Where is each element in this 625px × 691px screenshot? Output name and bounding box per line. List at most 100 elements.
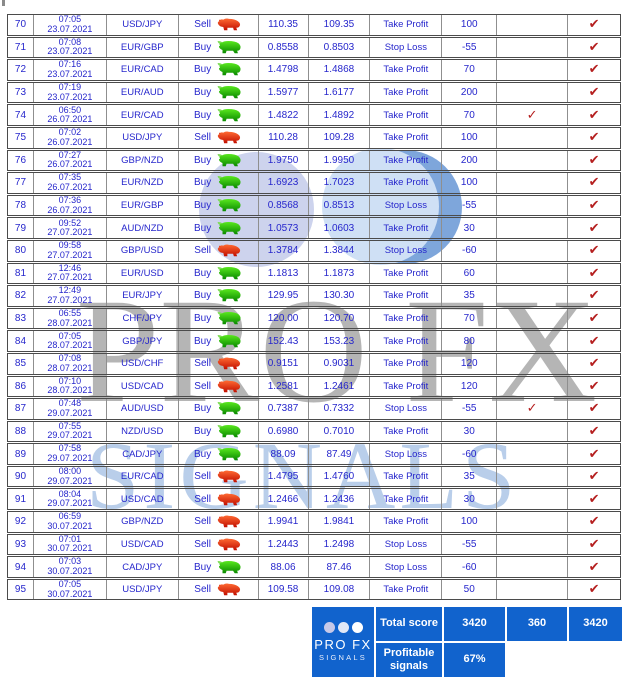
direction-label: Buy	[194, 290, 212, 302]
result-checkmark: ✔	[588, 220, 600, 236]
signal-number: 93	[8, 534, 34, 555]
close-price: 1.2436	[309, 489, 371, 510]
signal-direction: Sell	[179, 512, 259, 532]
signal-time: 12:46	[58, 263, 82, 273]
points-value: -60	[442, 240, 498, 261]
bear-icon	[217, 18, 241, 31]
signal-date: 30.07.2021	[47, 543, 93, 554]
currency-pair: CAD/JPY	[107, 557, 179, 577]
secondary-checkmark	[497, 353, 569, 374]
secondary-checkmark	[497, 37, 569, 58]
signal-outcome: Stop Loss	[370, 37, 443, 58]
signal-datetime: 07:10 28.07.2021	[34, 376, 107, 397]
signal-number: 83	[8, 308, 34, 329]
result-checkmark: ✔	[588, 469, 600, 485]
secondary-checkmark	[497, 150, 569, 171]
currency-pair: AUD/NZD	[107, 218, 179, 238]
table-row: 70 07:05 23.07.2021 USD/JPY Sell 110.35 …	[7, 14, 621, 36]
signal-datetime: 07:03 30.07.2021	[34, 557, 107, 577]
currency-pair: EUR/JPY	[107, 286, 179, 306]
signal-time: 07:05	[58, 15, 82, 25]
direction-label: Sell	[194, 132, 211, 144]
open-price: 1.4798	[259, 60, 309, 80]
secondary-checkmark	[497, 421, 569, 442]
result-checkmark: ✔	[588, 85, 600, 101]
result-checkmark: ✔	[588, 17, 600, 33]
profitable-signals-label: Profitable signals	[376, 643, 442, 677]
bull-icon	[217, 402, 241, 415]
signal-datetime: 07:55 29.07.2021	[34, 421, 107, 442]
points-value: -60	[442, 557, 498, 577]
bear-icon	[217, 583, 241, 596]
table-row: 81 12:46 27.07.2021 EUR/USD Buy 1.1813 1…	[7, 262, 621, 285]
total-score-value: 3420	[444, 607, 505, 641]
bull-icon	[217, 176, 241, 189]
signal-date: 27.07.2021	[47, 272, 93, 283]
close-price: 1.4892	[309, 105, 371, 125]
signal-date: 29.07.2021	[47, 407, 93, 418]
signal-outcome: Take Profit	[370, 173, 443, 193]
signal-number: 90	[8, 466, 34, 487]
signal-date: 28.07.2021	[47, 385, 93, 396]
signal-date: 26.07.2021	[47, 136, 93, 147]
direction-label: Sell	[194, 516, 211, 528]
currency-pair: EUR/GBP	[107, 37, 179, 58]
direction-label: Buy	[194, 561, 212, 573]
direction-label: Buy	[194, 267, 212, 279]
table-row: 95 07:05 30.07.2021 USD/JPY Sell 109.58 …	[7, 578, 621, 601]
direction-label: Buy	[194, 41, 212, 53]
signal-number: 87	[8, 399, 34, 419]
signal-time: 09:52	[58, 218, 82, 228]
signal-direction: Buy	[179, 331, 259, 351]
open-price: 1.2581	[259, 376, 309, 397]
signal-number: 70	[8, 15, 34, 35]
profitable-signals-value: 67%	[444, 643, 505, 677]
table-row: 90 08:00 29.07.2021 EUR/CAD Sell 1.4795 …	[7, 465, 621, 488]
signal-date: 26.07.2021	[47, 159, 93, 170]
bull-icon	[217, 108, 241, 121]
signal-direction: Sell	[179, 353, 259, 374]
result-checkmark: ✔	[588, 559, 600, 575]
secondary-checkmark	[497, 15, 569, 35]
signal-time: 07:58	[58, 444, 82, 454]
open-price: 0.6980	[259, 421, 309, 442]
direction-label: Sell	[194, 584, 211, 596]
signal-number: 79	[8, 218, 34, 238]
open-price: 0.7387	[259, 399, 309, 419]
signal-datetime: 07:19 23.07.2021	[34, 82, 107, 103]
direction-label: Buy	[194, 87, 212, 99]
signal-outcome: Stop Loss	[370, 444, 443, 464]
close-price: 1.0603	[309, 218, 371, 238]
signal-direction: Buy	[179, 150, 259, 171]
table-row: 74 06:50 26.07.2021 EUR/CAD Buy 1.4822 1…	[7, 104, 621, 126]
open-price: 152.43	[259, 331, 309, 351]
signal-time: 07:05	[58, 331, 82, 341]
table-row: 77 07:35 26.07.2021 EUR/NZD Buy 1.6923 1…	[7, 172, 621, 194]
bear-icon	[217, 515, 241, 528]
points-value: -55	[442, 195, 498, 216]
currency-pair: EUR/USD	[107, 263, 179, 284]
result-checkmark: ✔	[588, 62, 600, 78]
close-price: 1.3844	[309, 240, 371, 261]
signal-outcome: Take Profit	[370, 376, 443, 397]
signal-date: 28.07.2021	[47, 317, 93, 328]
currency-pair: EUR/NZD	[107, 173, 179, 193]
profx-logo: PRO FX SIGNALS	[312, 607, 374, 677]
open-price: 129.95	[259, 286, 309, 306]
signal-direction: Sell	[179, 127, 259, 148]
table-row: 84 07:05 28.07.2021 GBP/JPY Buy 152.43 1…	[7, 330, 621, 352]
secondary-checkmark	[497, 489, 569, 510]
signal-time: 08:00	[58, 466, 82, 477]
result-checkmark: ✔	[588, 356, 600, 372]
secondary-checkmark	[497, 127, 569, 148]
points-value: 100	[442, 512, 498, 532]
signal-time: 07:02	[58, 127, 82, 138]
signal-date: 23.07.2021	[47, 23, 93, 34]
signal-datetime: 07:16 23.07.2021	[34, 60, 107, 80]
close-price: 1.4760	[309, 466, 371, 487]
close-price: 0.8513	[309, 195, 371, 216]
result-checkmark: ✔	[588, 423, 600, 439]
result-checkmark: ✔	[588, 378, 600, 394]
currency-pair: USD/JPY	[107, 579, 179, 600]
table-row: 75 07:02 26.07.2021 USD/JPY Sell 110.28 …	[7, 126, 621, 149]
